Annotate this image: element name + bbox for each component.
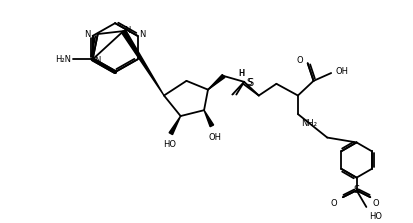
Text: H: H — [238, 69, 244, 78]
Polygon shape — [169, 116, 180, 135]
Text: N: N — [124, 26, 131, 35]
Text: N: N — [139, 30, 145, 39]
Text: NH₂: NH₂ — [300, 119, 316, 128]
Text: H: H — [237, 69, 244, 78]
Polygon shape — [121, 30, 164, 95]
Text: OH: OH — [208, 133, 221, 142]
Text: N: N — [94, 56, 101, 65]
Text: N: N — [84, 30, 90, 39]
Text: S: S — [353, 185, 359, 195]
Text: S: S — [247, 78, 253, 88]
Text: ⁻: ⁻ — [230, 93, 234, 99]
Text: OH: OH — [334, 67, 347, 76]
Text: HO: HO — [368, 212, 381, 221]
Text: S: S — [245, 78, 251, 87]
Polygon shape — [204, 110, 213, 127]
Polygon shape — [207, 74, 224, 90]
Text: H₂N: H₂N — [55, 55, 71, 64]
Text: O: O — [295, 56, 302, 65]
Text: O: O — [330, 199, 336, 208]
Text: HO: HO — [163, 140, 176, 149]
Text: O: O — [371, 199, 378, 208]
